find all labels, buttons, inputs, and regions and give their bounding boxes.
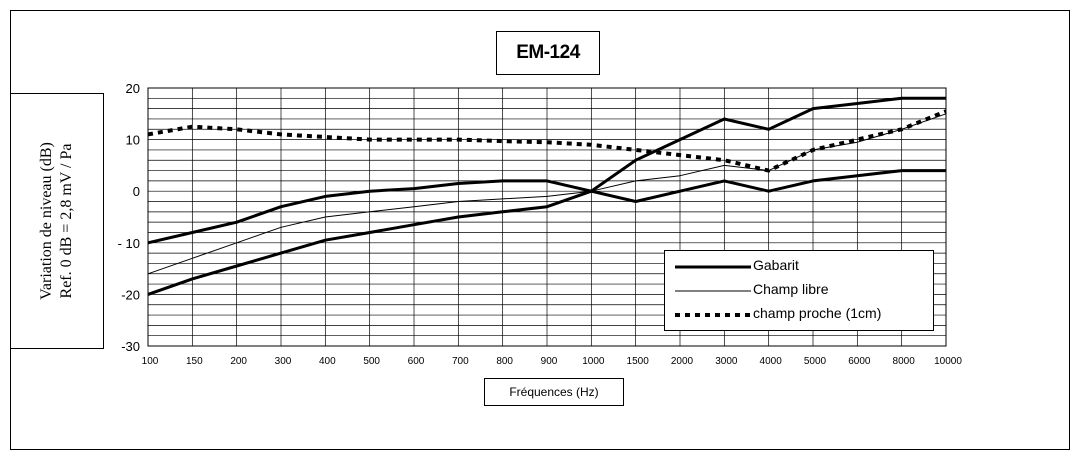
- y-ticks: 20 10 0 - 10 -20 -30: [118, 81, 140, 354]
- x-tick-label: 1000: [582, 356, 605, 367]
- y-tick-label: 0: [133, 184, 140, 199]
- legend-swatch-thin: [675, 290, 751, 292]
- legend-label: Gabarit: [753, 257, 799, 273]
- x-tick-label: 5000: [804, 356, 827, 367]
- legend-label: Champ libre: [753, 281, 829, 297]
- x-tick-label: 1500: [627, 356, 650, 367]
- y-axis-label-line1: Variation de niveau (dB): [38, 142, 55, 300]
- plot-area: [147, 87, 947, 347]
- x-tick-label: 3000: [715, 356, 738, 367]
- x-tick-label: 800: [496, 356, 513, 367]
- y-axis-label: Variation de niveau (dB) Ref. 0 dB = 2,8…: [10, 93, 104, 349]
- legend-item-champ-proche: champ proche (1cm): [665, 304, 933, 324]
- x-tick-label: 100: [142, 356, 159, 367]
- legend-swatch-thick: [675, 265, 751, 269]
- x-tick-label: 600: [408, 356, 425, 367]
- y-tick-label: -20: [121, 287, 140, 302]
- legend-item-champ-libre: Champ libre: [665, 280, 933, 300]
- y-tick-label: 20: [126, 81, 140, 96]
- x-tick-label: 4000: [760, 356, 783, 367]
- chart-title: EM-124: [496, 31, 600, 75]
- legend-swatch-dotted: [675, 313, 751, 317]
- x-tick-label: 200: [230, 356, 247, 367]
- x-tick-label: 10000: [934, 356, 962, 367]
- x-tick-label: 2000: [671, 356, 694, 367]
- series-layer: [147, 96, 947, 296]
- series-line-3: [147, 109, 947, 173]
- x-tick-label: 8000: [893, 356, 916, 367]
- y-axis-label-line2: Ref. 0 dB = 2,8 mV / Pa: [58, 143, 75, 299]
- y-tick-label: 10: [126, 133, 140, 148]
- legend-item-gabarit: Gabarit: [665, 256, 933, 276]
- x-tick-label: 500: [363, 356, 380, 367]
- series-line-1: [147, 169, 946, 296]
- x-tick-label: 300: [275, 356, 292, 367]
- legend-label: champ proche (1cm): [753, 305, 882, 321]
- x-tick-label: 150: [186, 356, 203, 367]
- series-line-0: [147, 96, 946, 245]
- chart-frame: [10, 10, 1070, 450]
- legend: Gabarit Champ libre champ proche (1cm): [664, 250, 934, 331]
- x-axis-label: Fréquences (Hz): [484, 378, 624, 406]
- x-tick-label: 6000: [848, 356, 871, 367]
- x-ticks: 100 150 200 300 400 500 600 700 800 900 1000 1500 20…: [142, 356, 963, 367]
- y-tick-label: -30: [121, 339, 140, 354]
- x-tick-label: 400: [319, 356, 336, 367]
- y-tick-label: - 10: [118, 236, 140, 251]
- x-tick-label: 700: [452, 356, 469, 367]
- x-tick-label: 900: [541, 356, 558, 367]
